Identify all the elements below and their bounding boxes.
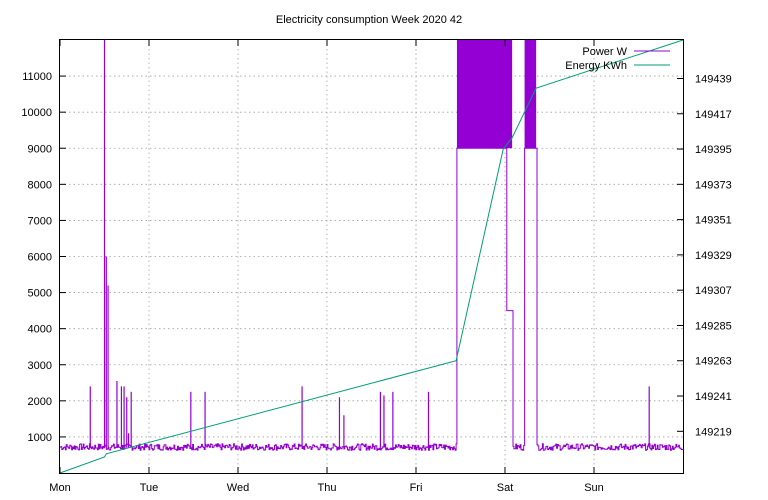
y-tick-label: 9000 (28, 143, 52, 155)
y2-tick-label: 149263 (695, 356, 732, 368)
y-tick-label: 5000 (28, 288, 52, 300)
power-burst (524, 40, 537, 149)
y2-tick-label: 149373 (695, 179, 732, 191)
y-tick-label: 4000 (28, 324, 52, 336)
legend-label: Energy KWh (565, 60, 627, 72)
y2-tick-label: 149307 (695, 285, 732, 297)
legend-label: Power W (582, 46, 627, 58)
y-tick-label: 1000 (28, 432, 52, 444)
y2-tick-label: 149439 (695, 73, 732, 85)
x-tick-label: Tue (140, 482, 159, 494)
y-tick-label: 2000 (28, 396, 52, 408)
x-tick-label: Thu (318, 482, 337, 494)
energy-line (59, 39, 684, 474)
y2-tick-label: 149417 (695, 109, 732, 121)
y2-tick-label: 149351 (695, 215, 732, 227)
y-tick-label: 8000 (28, 179, 52, 191)
x-tick-label: Sat (497, 482, 514, 494)
y-tick-label: 7000 (28, 215, 52, 227)
y2-tick-label: 149395 (695, 144, 732, 156)
legend: Power W Energy KWh (565, 46, 670, 72)
y2-tick-label: 149285 (695, 320, 732, 332)
y2-tick-label: 149329 (695, 250, 732, 262)
plot-series (59, 39, 684, 474)
x-tick-label: Sun (584, 482, 604, 494)
x-tick-label: Mon (49, 482, 70, 494)
axis-ticks: 1000 2000 3000 4000 5000 6000 7000 8000 9000 1000… (21, 40, 732, 494)
series-power (60, 40, 684, 451)
y-tick-label: 3000 (28, 360, 52, 372)
plot-frame (59, 39, 684, 474)
grid-lines (60, 40, 683, 473)
power-line (60, 147, 684, 451)
power-burst (456, 40, 513, 149)
y2-tick-label: 149241 (695, 391, 732, 403)
chart-title: Electricity consumption Week 2020 42 (276, 14, 462, 26)
y-tick-label: 11000 (22, 71, 52, 83)
y-tick-label: 10000 (21, 107, 52, 119)
y-tick-label: 6000 (28, 252, 52, 264)
y2-tick-label: 149219 (695, 426, 732, 438)
x-tick-label: Fri (410, 482, 423, 494)
x-tick-label: Wed (227, 482, 249, 494)
